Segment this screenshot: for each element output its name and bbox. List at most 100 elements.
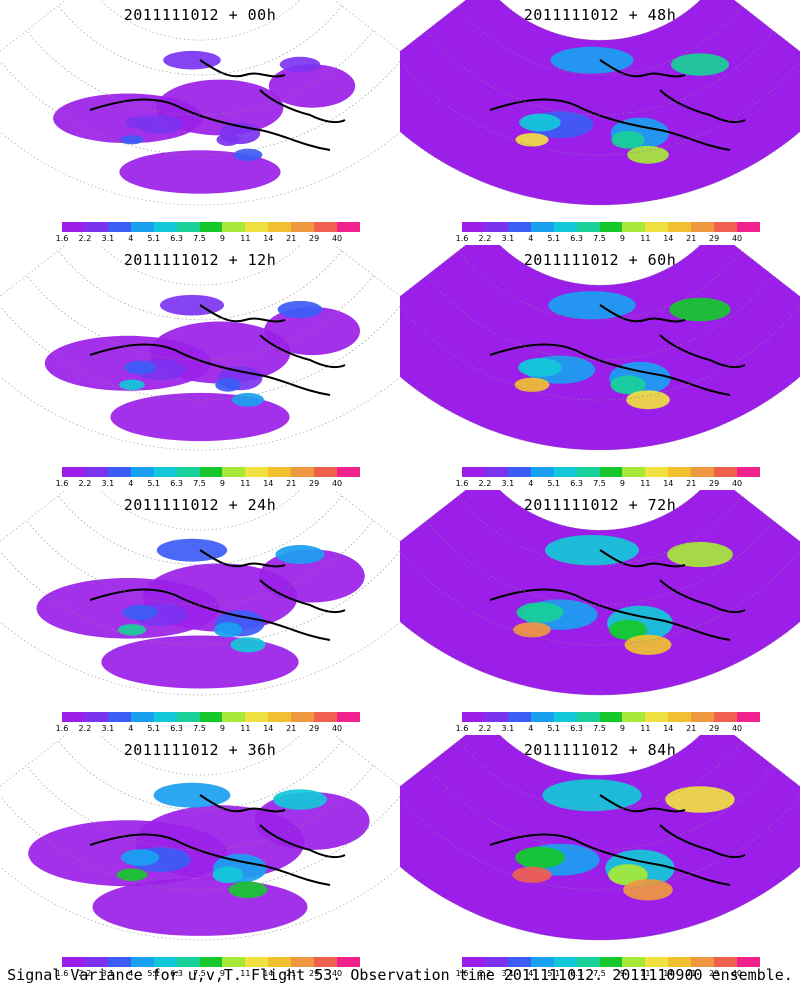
variance-contour <box>92 878 308 936</box>
coastline <box>489 794 746 886</box>
colorbar-swatch <box>553 712 577 722</box>
panel-title: 2011111012 + 48h <box>523 6 677 24</box>
colorbar-tick-label: 2.2 <box>478 969 492 978</box>
colorbar-swatch <box>599 467 623 477</box>
colorbar-swatch <box>576 222 600 232</box>
colorbar-swatch <box>337 467 360 477</box>
colorbar-swatch <box>314 957 338 967</box>
colorbar-swatch <box>291 222 315 232</box>
colorbar-tick-label: 4 <box>128 234 134 243</box>
colorbar-tick-label: 6.3 <box>570 969 583 978</box>
variance-contour <box>279 56 321 73</box>
map-panel: 2011111012 + 00h 1.6 2.2 3.1 4 5.1 6.3 7.5 9 11 14… <box>0 0 400 245</box>
colorbar-tick-label: 3.1 <box>101 234 115 243</box>
map-border <box>0 490 400 696</box>
variance-contour <box>461 869 739 941</box>
colorbar <box>62 957 360 967</box>
colorbar-tick-label: 4 <box>528 479 534 488</box>
colorbar-swatch <box>622 712 646 722</box>
map-panel: 2011111012 + 24h 1.6 2.2 3.1 4 5.1 6.3 7.5 9 11 14… <box>0 490 400 735</box>
colorbar-tick-label: 14 <box>663 234 674 243</box>
colorbar-swatch <box>599 712 623 722</box>
variance-contour <box>513 622 551 638</box>
map-border <box>0 245 400 451</box>
variance-contour <box>119 150 281 194</box>
variance-contour <box>545 535 639 566</box>
graticule-line <box>426 765 774 851</box>
colorbar-tick-label: 29 <box>309 479 320 488</box>
variance-contour <box>124 360 156 375</box>
colorbar-tick-label: 29 <box>309 969 320 978</box>
map-border <box>400 245 800 451</box>
colorbar-labels: 1.6 2.2 3.1 4 5.1 6.3 7.5 9 11 14 21 29 40 <box>456 724 760 734</box>
variance-contour <box>153 782 231 808</box>
colorbar-tick-label: 11 <box>640 479 651 488</box>
colorbar-tick-label: 3.1 <box>101 724 115 733</box>
coastline <box>89 59 346 151</box>
colorbar-swatch <box>553 467 577 477</box>
colorbar-swatch <box>576 467 600 477</box>
variance-contour <box>512 866 552 883</box>
colorbar-tick-label: 21 <box>286 724 297 733</box>
colorbar-swatch <box>691 712 715 722</box>
colorbar-swatch <box>645 712 669 722</box>
colorbar-tick-label: 6.3 <box>570 724 583 733</box>
colorbar-swatch <box>530 957 554 967</box>
colorbar-swatch <box>130 957 154 967</box>
map-sector <box>0 245 400 450</box>
coastline <box>489 304 746 396</box>
colorbar-swatch <box>222 712 246 722</box>
map-sector <box>400 490 800 696</box>
colorbar-tick-label: 3.1 <box>501 724 515 733</box>
colorbar-swatch <box>268 712 292 722</box>
colorbar-tick-label: 1.6 <box>455 234 469 243</box>
colorbar-swatch <box>668 222 692 232</box>
variance-map <box>400 735 800 941</box>
colorbar-swatch <box>507 957 531 967</box>
coastline <box>89 549 346 641</box>
colorbar-tick-label: 11 <box>240 724 251 733</box>
colorbar-tick-label: 6.3 <box>570 479 583 488</box>
colorbar-tick-label: 5.1 <box>547 724 561 733</box>
colorbar-tick-label: 9 <box>619 969 625 978</box>
colorbar-swatch <box>291 467 315 477</box>
colorbar-swatch <box>576 957 600 967</box>
colorbar-tick-label: 14 <box>663 724 674 733</box>
colorbar-tick-label: 3.1 <box>501 234 515 243</box>
colorbar-swatch <box>737 467 760 477</box>
colorbar-tick-label: 2.2 <box>78 724 92 733</box>
colorbar-tick-label: 40 <box>331 969 343 978</box>
colorbar-swatch <box>691 222 715 232</box>
variance-contour <box>515 846 565 869</box>
colorbar-swatch <box>507 222 531 232</box>
colorbar-tick-label: 21 <box>286 479 297 488</box>
variance-contour <box>518 358 562 377</box>
variance-contour <box>275 545 325 564</box>
panel-title: 2011111012 + 12h <box>123 251 277 269</box>
colorbar-tick-label: 5.1 <box>147 969 161 978</box>
colorbar-swatch <box>245 222 269 232</box>
graticule-line <box>426 520 774 606</box>
variance-contour <box>120 135 144 145</box>
panel-title: 2011111012 + 72h <box>523 496 677 514</box>
colorbar-tick-label: 21 <box>686 969 697 978</box>
colorbar-tick-label: 14 <box>263 969 274 978</box>
colorbar-tick-label: 3.1 <box>501 479 515 488</box>
map-panel: 2011111012 + 84h 1.6 2.2 3.1 4 5.1 6.3 7.5 9 11 14… <box>400 735 800 980</box>
colorbar-swatch <box>645 957 669 967</box>
colorbar <box>462 957 760 967</box>
colorbar-swatch <box>199 467 223 477</box>
colorbar-swatch <box>222 957 246 967</box>
variance-contour <box>119 379 145 390</box>
colorbar <box>462 467 760 477</box>
colorbar-tick-label: 7.5 <box>593 969 606 978</box>
colorbar-tick-label: 6.3 <box>170 724 183 733</box>
colorbar-swatch <box>291 712 315 722</box>
colorbar-tick-label: 21 <box>686 234 697 243</box>
colorbar-labels: 1.6 2.2 3.1 4 5.1 6.3 7.5 9 11 14 21 29 40 <box>456 234 760 244</box>
map-panel: 2011111012 + 36h 1.6 2.2 3.1 4 5.1 6.3 7.5 9 11 14… <box>0 735 400 980</box>
colorbar-tick-label: 11 <box>240 234 251 243</box>
panel-title: 2011111012 + 84h <box>523 741 677 759</box>
colorbar-tick-label: 29 <box>709 969 720 978</box>
colorbar-tick-label: 9 <box>619 234 625 243</box>
